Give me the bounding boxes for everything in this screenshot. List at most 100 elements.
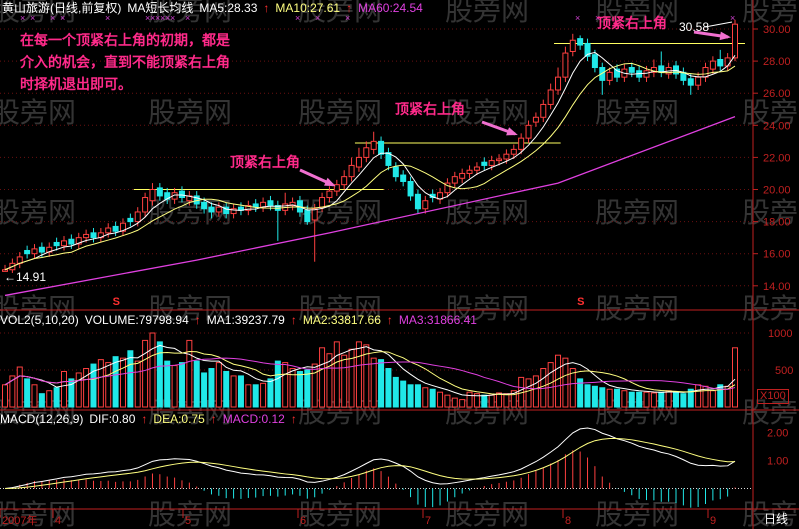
volume-ma1-line [4,344,736,397]
volume-bar [16,366,23,408]
candle-body [481,161,488,166]
candle [223,202,230,219]
candle-body [547,89,554,105]
volume-bar [31,384,38,408]
y-tick-label: 24.00 [763,120,791,132]
candle [385,147,392,171]
candle [75,232,82,249]
candle [724,53,731,71]
up-arrow-icon: ↑ [263,1,270,15]
volume-bar [643,391,650,408]
candle [341,170,348,190]
volume-bar [400,380,407,408]
volume-bar [333,341,340,408]
candle-body [245,205,252,211]
candle [628,62,635,78]
volume-tick-label: 1000 [768,328,792,340]
macd-tick-label: 1.00 [767,456,788,468]
y-tick-label: 16.00 [763,249,791,261]
volume-readout: VOLUME:79798.94 [84,313,189,327]
candle [237,202,244,216]
candle-body [518,137,525,150]
signal-x-icon: × [155,13,160,23]
candle [459,168,466,184]
candle [532,112,539,127]
candle [127,213,134,227]
candle [363,141,370,163]
candle-body [208,206,215,213]
watermark: 股旁网 [298,0,382,27]
candle [400,170,407,187]
candle-body [156,187,163,197]
volume-bar [437,391,444,408]
watermark: 股旁网 [595,196,679,229]
watermark: 股旁网 [148,96,232,129]
candle-body [577,38,584,46]
watermark: 股旁网 [148,292,232,325]
signal-marker: S [577,296,584,308]
dea-readout: DEA:0.75 [153,412,205,426]
candle [717,49,724,71]
signal-x-icon: × [170,13,175,23]
volume-bar [429,388,436,408]
annotation-1: 顶紧右上角 [230,155,300,171]
candle-body [134,211,141,223]
volume-bar [378,359,385,408]
volume-bar [230,375,237,408]
watermark: 股旁网 [595,498,679,529]
candle [16,252,23,269]
ma5-readout: MA5:28.33 [199,1,258,15]
candle [53,237,60,251]
up-arrow-icon: ↑ [210,412,217,426]
candle [451,171,458,188]
volume-bar [636,391,643,408]
signal-x-icon: × [315,13,320,23]
candle [149,183,156,206]
volume-bar [687,388,694,408]
candle-body [119,222,126,232]
signal-x-icon: × [105,13,110,23]
period-label[interactable]: 日线 [764,512,789,526]
x-tick-label: 7 [425,515,431,527]
y-tick-label: 30.00 [763,24,791,36]
candle-body [400,174,407,182]
volume-bar [304,369,311,408]
candle-body [311,208,318,221]
high-price-pointer [704,21,733,28]
high-price-label: 30.58 [679,20,710,34]
volume-bar [267,378,274,408]
arrow-head-icon [719,31,731,41]
candle [591,49,598,73]
candle-body [407,180,414,197]
candle [584,38,591,62]
volume-bar [650,392,657,408]
volume-bar [658,391,665,408]
volume-bar [68,378,75,408]
volume-bar [260,382,267,408]
low-price-label: ←14.91 [4,270,47,284]
candle [518,133,525,155]
candle [466,165,473,179]
watermark: 股旁网 [595,0,679,27]
volume-tick-label: 500 [775,365,793,377]
candle-body [606,71,613,81]
volume-bar [444,394,451,408]
x-tick-label: 2007年 [2,513,37,527]
candle-body [83,233,90,239]
low-price-value: 14.91 [16,270,47,284]
candle-body [31,248,38,255]
volume-bar [422,387,429,408]
candle [569,33,576,57]
up-arrow-icon: ↑ [346,1,353,15]
candle [709,56,716,74]
volume-bar [38,393,45,408]
volume-bar [296,370,303,408]
y-tick-label: 26.00 [763,88,791,100]
candle-body [326,190,333,199]
candle-body [304,209,311,223]
volume-bar [282,362,289,408]
volume-bar [532,375,539,408]
volume-bar [665,390,672,408]
candle [178,186,185,203]
